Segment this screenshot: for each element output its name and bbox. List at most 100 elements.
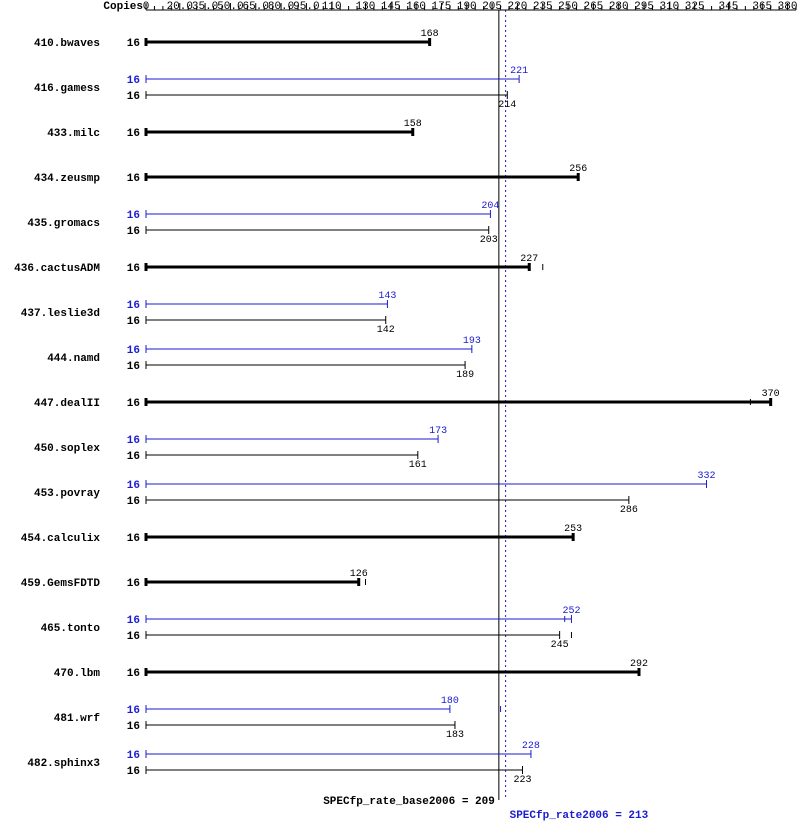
- benchmark-name: 454.calculix: [21, 533, 101, 545]
- score-value: 126: [350, 569, 368, 580]
- copies-value: 16: [127, 75, 140, 87]
- x-tick-label: 310: [659, 1, 679, 13]
- score-value: 286: [620, 505, 638, 516]
- benchmark-name: 435.gromacs: [27, 218, 100, 230]
- score-value: 214: [498, 100, 516, 111]
- copies-value: 16: [127, 750, 140, 762]
- copies-value: 16: [127, 38, 140, 50]
- score-value: 332: [698, 471, 716, 482]
- copies-value: 16: [127, 361, 140, 373]
- x-tick-label: 50.0: [217, 1, 243, 13]
- benchmark-name: 482.sphinx3: [27, 758, 100, 770]
- ref-line-label: SPECfp_rate_base2006 = 209: [323, 796, 495, 808]
- score-value: 204: [481, 201, 499, 212]
- copies-value: 16: [127, 668, 140, 680]
- benchmark-name: 437.leslie3d: [21, 308, 100, 320]
- x-tick-label: 365: [752, 1, 772, 13]
- copies-value: 16: [127, 91, 140, 103]
- x-tick-label: 295: [634, 1, 654, 13]
- copies-value: 16: [127, 480, 140, 492]
- ref-line-label: SPECfp_rate2006 = 213: [510, 810, 649, 822]
- copies-value: 16: [127, 496, 140, 508]
- benchmark-name: 470.lbm: [54, 668, 101, 680]
- x-tick-label: 65.0: [243, 1, 269, 13]
- copies-value: 16: [127, 345, 140, 357]
- benchmark-name: 481.wrf: [54, 713, 101, 725]
- score-value: 223: [513, 775, 531, 786]
- copies-value: 16: [127, 128, 140, 140]
- score-value: 253: [564, 524, 582, 535]
- x-tick-label: 265: [583, 1, 603, 13]
- copies-value: 16: [127, 766, 140, 778]
- score-value: 221: [510, 66, 528, 77]
- copies-value: 16: [127, 451, 140, 463]
- score-value: 370: [762, 389, 780, 400]
- benchmark-name: 444.namd: [47, 353, 100, 365]
- copies-value: 16: [127, 300, 140, 312]
- score-value: 161: [409, 460, 427, 471]
- copies-value: 16: [127, 578, 140, 590]
- copies-value: 16: [127, 263, 140, 275]
- copies-value: 16: [127, 398, 140, 410]
- benchmark-name: 450.soplex: [34, 443, 100, 455]
- x-tick-label: 175: [432, 1, 452, 13]
- benchmark-name: 459.GemsFDTD: [21, 578, 101, 590]
- copies-value: 16: [127, 316, 140, 328]
- score-value: 183: [446, 730, 464, 741]
- score-value: 193: [463, 336, 481, 347]
- plot-bg: [0, 0, 799, 831]
- x-tick-label: 190: [457, 1, 477, 13]
- x-tick-label: 20.0: [167, 1, 193, 13]
- score-value: 142: [377, 325, 395, 336]
- score-value: 245: [551, 640, 569, 651]
- score-value: 173: [429, 426, 447, 437]
- benchmark-name: 433.milc: [47, 128, 100, 140]
- score-value: 143: [378, 291, 396, 302]
- spec-rate-chart: 0 20.035.050.065.080.095.0110 130 145 160 175…: [0, 0, 799, 831]
- score-value: 256: [569, 164, 587, 175]
- x-tick-label: 95.0: [293, 1, 319, 13]
- x-tick-label: 220: [508, 1, 528, 13]
- benchmark-name: 436.cactusADM: [14, 263, 100, 275]
- x-tick-label: 145: [381, 1, 401, 13]
- score-value: 203: [480, 235, 498, 246]
- x-axis-labels: 0 20.035.050.065.080.095.0110 130 145 160 175…: [143, 1, 798, 13]
- x-tick-label: 380: [778, 1, 798, 13]
- copies-header: Copies: [103, 1, 143, 13]
- x-tick-label: 250: [558, 1, 578, 13]
- score-value: 189: [456, 370, 474, 381]
- score-value: 292: [630, 659, 648, 670]
- benchmark-name: 447.dealII: [34, 398, 100, 410]
- copies-value: 16: [127, 615, 140, 627]
- copies-value: 16: [127, 173, 140, 185]
- x-tick-label: 130: [356, 1, 376, 13]
- copies-value: 16: [127, 435, 140, 447]
- score-value: 180: [441, 696, 459, 707]
- x-tick-label: 110: [322, 1, 342, 13]
- score-value: 227: [520, 254, 538, 265]
- x-tick-label: 345: [719, 1, 739, 13]
- score-value: 158: [404, 119, 422, 130]
- copies-value: 16: [127, 226, 140, 238]
- x-tick-label: 235: [533, 1, 553, 13]
- x-tick-label: 0: [143, 1, 150, 13]
- score-value: 168: [421, 29, 439, 40]
- score-value: 252: [562, 606, 580, 617]
- benchmark-name: 410.bwaves: [34, 38, 100, 50]
- x-tick-label: 35.0: [192, 1, 218, 13]
- benchmark-name: 416.gamess: [34, 83, 100, 95]
- x-tick-label: 205: [482, 1, 502, 13]
- benchmark-name: 453.povray: [34, 488, 100, 500]
- benchmark-name: 434.zeusmp: [34, 173, 100, 185]
- copies-value: 16: [127, 705, 140, 717]
- x-tick-label: 80.0: [268, 1, 294, 13]
- copies-value: 16: [127, 721, 140, 733]
- copies-value: 16: [127, 210, 140, 222]
- score-value: 228: [522, 741, 540, 752]
- x-tick-label: 325: [685, 1, 705, 13]
- x-tick-label: 280: [609, 1, 629, 13]
- copies-value: 16: [127, 533, 140, 545]
- copies-value: 16: [127, 631, 140, 643]
- benchmark-name: 465.tonto: [41, 623, 101, 635]
- x-tick-label: 160: [406, 1, 426, 13]
